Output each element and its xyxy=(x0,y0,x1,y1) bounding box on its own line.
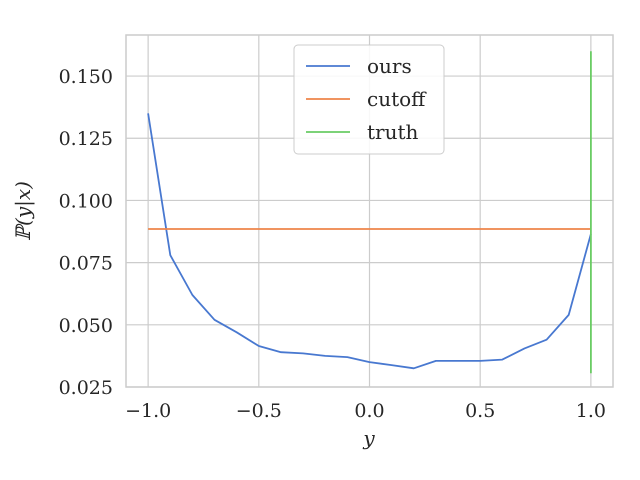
x-tick-label: 0.5 xyxy=(465,400,495,422)
axes: −1.0 −0.5 0.0 0.5 1.0 0.025 0.050 0.075 0.100 0.1… xyxy=(59,34,614,422)
legend-label-cutoff: cutoff xyxy=(367,87,427,111)
y-tick-label: 0.150 xyxy=(59,66,113,88)
x-tick-label: −1.0 xyxy=(125,400,171,422)
series-line-ours xyxy=(147,113,592,370)
series-lines xyxy=(147,51,592,374)
y-tick-label: 0.100 xyxy=(59,190,113,212)
legend-box xyxy=(293,44,445,155)
legend-label-truth: truth xyxy=(367,120,419,144)
plot-frame xyxy=(125,34,614,388)
y-tick-label: 0.050 xyxy=(59,315,113,337)
y-tick-label: 0.075 xyxy=(59,253,113,275)
x-axis-label: y xyxy=(362,426,375,450)
y-axis-label: ℙ(y|x) xyxy=(11,181,36,241)
x-tick-label: 1.0 xyxy=(576,400,606,422)
y-tick-label: 0.025 xyxy=(59,377,113,399)
legend: ours cutoff truth xyxy=(293,44,445,155)
x-tick-label: −0.5 xyxy=(236,400,282,422)
y-tick-label: 0.125 xyxy=(59,128,113,150)
x-tick-label: 0.0 xyxy=(354,400,384,422)
legend-label-ours: ours xyxy=(367,54,412,78)
